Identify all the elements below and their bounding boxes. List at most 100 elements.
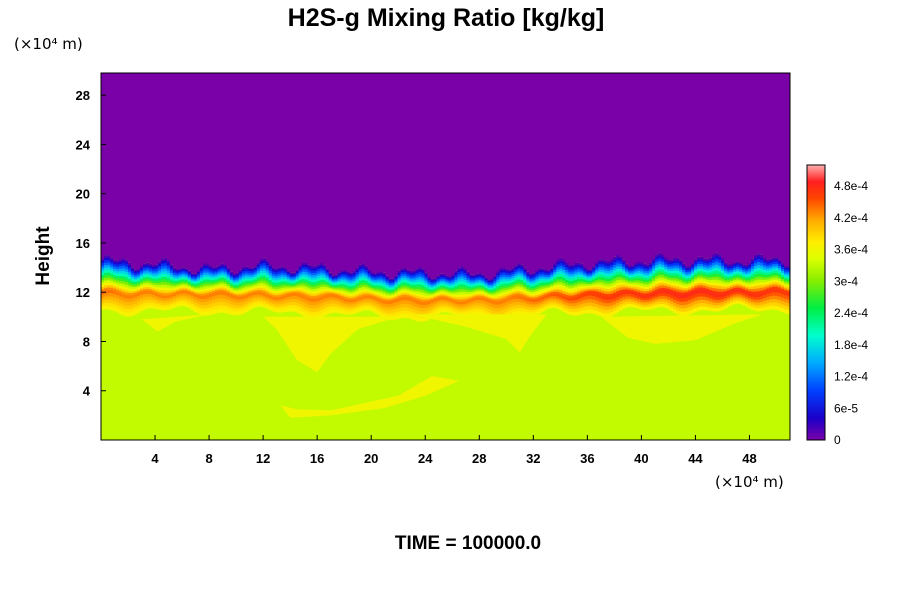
- x-tick-label: 28: [472, 451, 486, 466]
- field-band-cell: [730, 293, 734, 297]
- field-band-cell: [190, 273, 195, 276]
- field-band-cell: [457, 279, 462, 283]
- field-band-cell: [214, 268, 219, 271]
- field-band-cell: [763, 301, 767, 305]
- field-band-cell: [676, 297, 680, 302]
- field-band-cell: [598, 301, 602, 306]
- field-band-cell: [187, 302, 192, 306]
- field-band-cell: [328, 278, 333, 281]
- field-band-cell: [685, 297, 689, 302]
- field-band-cell: [127, 269, 132, 273]
- field-band-cell: [178, 296, 183, 300]
- field-band-cell: [136, 302, 141, 307]
- field-band-cell: [262, 280, 267, 284]
- field-upper-cell: [409, 73, 414, 271]
- field-band-cell: [295, 289, 300, 293]
- field-band-cell: [379, 295, 384, 299]
- field-band-cell: [304, 303, 309, 308]
- field-band-cell: [754, 305, 758, 309]
- field-band-cell: [274, 299, 279, 303]
- field-band-cell: [601, 266, 605, 271]
- field-band-cell: [670, 261, 674, 265]
- field-band-cell: [571, 303, 575, 307]
- field-band-cell: [109, 266, 114, 270]
- field-band-cell: [319, 310, 324, 315]
- field-band-cell: [406, 314, 411, 319]
- field-band-cell: [349, 292, 354, 295]
- field-band-cell: [469, 293, 474, 297]
- field-band-cell: [193, 277, 198, 280]
- field-band-cell: [340, 272, 345, 275]
- field-band-cell: [772, 270, 776, 274]
- field-band-cell: [382, 288, 387, 292]
- field-band-cell: [358, 306, 363, 310]
- field-band-cell: [103, 288, 108, 292]
- field-band-cell: [406, 285, 411, 288]
- field-band-cell: [136, 279, 141, 282]
- field-band-cell: [562, 291, 566, 295]
- field-band-cell: [742, 271, 746, 275]
- field-band-cell: [400, 292, 405, 296]
- field-band-cell: [109, 283, 114, 286]
- field-band-cell: [277, 286, 282, 290]
- field-band-cell: [541, 308, 545, 312]
- field-band-cell: [148, 291, 153, 295]
- field-band-cell: [343, 290, 348, 294]
- field-upper-cell: [196, 73, 201, 271]
- field-band-cell: [271, 269, 276, 273]
- field-band-cell: [505, 296, 510, 299]
- field-band-cell: [424, 282, 429, 286]
- field-band-cell: [211, 292, 216, 297]
- field-band-cell: [676, 260, 680, 264]
- field-band-cell: [706, 277, 710, 281]
- field-band-cell: [448, 290, 453, 293]
- field-band-cell: [613, 292, 617, 296]
- field-band-cell: [109, 287, 114, 291]
- field-band-cell: [337, 273, 342, 277]
- field-upper-cell: [316, 73, 321, 265]
- field-band-cell: [406, 269, 411, 273]
- field-band-cell: [478, 278, 483, 281]
- field-band-cell: [148, 302, 153, 306]
- field-band-cell: [544, 298, 548, 301]
- field-band-cell: [406, 271, 411, 275]
- field-band-cell: [637, 287, 641, 291]
- field-band-cell: [580, 297, 584, 302]
- field-band-cell: [448, 294, 453, 297]
- field-band-cell: [229, 297, 234, 302]
- field-upper-cell: [352, 73, 357, 272]
- field-band-cell: [640, 297, 644, 301]
- field-band-cell: [346, 309, 351, 313]
- field-band-cell: [640, 276, 644, 280]
- field-band-cell: [439, 307, 444, 311]
- field-band-cell: [658, 288, 662, 292]
- field-band-cell: [532, 302, 536, 306]
- field-band-cell: [646, 295, 650, 299]
- field-band-cell: [442, 285, 447, 288]
- field-band-cell: [328, 275, 333, 278]
- field-band-cell: [577, 311, 581, 316]
- field-band-cell: [358, 308, 363, 312]
- field-band-cell: [268, 270, 273, 274]
- field-band-cell: [277, 275, 282, 279]
- field-band-cell: [514, 271, 518, 275]
- field-band-cell: [391, 281, 396, 284]
- field-band-cell: [142, 271, 147, 274]
- field-band-cell: [298, 310, 303, 315]
- field-band-cell: [547, 294, 551, 298]
- field-band-cell: [457, 287, 462, 291]
- field-band-cell: [187, 282, 192, 285]
- field-band-cell: [637, 305, 641, 309]
- field-band-cell: [385, 313, 390, 317]
- field-band-cell: [625, 299, 629, 303]
- field-band-cell: [478, 311, 483, 316]
- field-band-cell: [445, 278, 450, 281]
- field-upper-cell: [574, 73, 578, 263]
- field-band-cell: [101, 279, 105, 283]
- field-band-cell: [259, 270, 264, 274]
- field-band-cell: [427, 288, 432, 292]
- field-band-cell: [388, 292, 393, 295]
- field-band-cell: [115, 275, 120, 279]
- field-band-cell: [451, 285, 456, 288]
- field-band-cell: [142, 297, 147, 301]
